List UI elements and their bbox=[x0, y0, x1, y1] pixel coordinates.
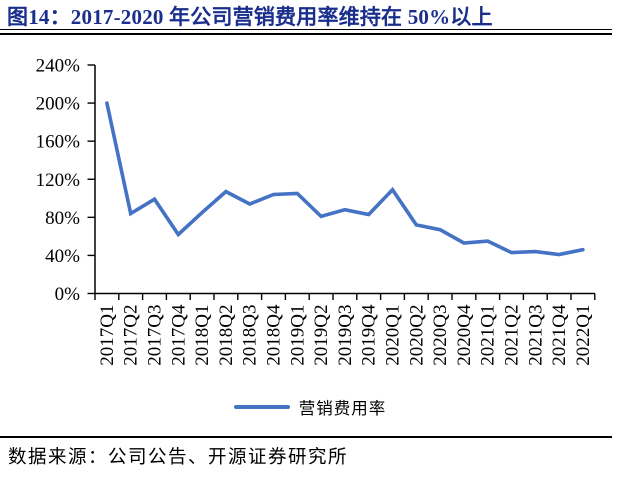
y-axis-label: 120% bbox=[36, 170, 81, 191]
x-axis-label: 2018Q2 bbox=[216, 305, 237, 366]
x-axis-label: 2021Q3 bbox=[525, 305, 546, 366]
y-axis-label: 240% bbox=[36, 56, 81, 77]
x-axis-label: 2019Q3 bbox=[335, 305, 356, 366]
chart-legend: 营销费用率 bbox=[0, 394, 620, 420]
legend-line-swatch bbox=[233, 405, 290, 409]
x-axis-label: 2018Q4 bbox=[264, 304, 285, 366]
x-axis-label: 2019Q1 bbox=[287, 305, 308, 366]
y-axis-label: 160% bbox=[36, 132, 81, 153]
x-axis-label: 2020Q1 bbox=[383, 305, 404, 366]
y-axis-label: 0% bbox=[55, 284, 81, 305]
marketing-expense-ratio-line-chart: 0%40%80%120%160%200%240%2017Q1 2017Q2 2017… bbox=[36, 56, 596, 366]
axis-lines bbox=[94, 65, 595, 295]
series-line bbox=[105, 101, 585, 257]
data-source-text: 数据来源：公司公告、开源证券研究所 bbox=[8, 448, 349, 468]
x-axis-label: 2018Q3 bbox=[240, 305, 261, 366]
x-axis-label: 2021Q1 bbox=[478, 305, 499, 366]
y-axis-label: 40% bbox=[45, 246, 80, 267]
x-axis-label: 2019Q4 bbox=[359, 304, 380, 366]
x-axis-label: 2017Q2 bbox=[121, 305, 142, 366]
x-axis-label: 2021Q2 bbox=[502, 305, 523, 366]
x-axis-label: 2017Q4 bbox=[168, 304, 189, 366]
x-axis-label: 2017Q3 bbox=[145, 305, 166, 366]
x-axis-label: 2022Q1 bbox=[573, 305, 594, 366]
x-axis-label: 2019Q2 bbox=[311, 305, 332, 366]
x-axis-label: 2017Q1 bbox=[97, 305, 118, 366]
x-axis-label: 2018Q1 bbox=[192, 305, 213, 366]
x-axis-label: 2021Q4 bbox=[549, 304, 570, 366]
footer-rule bbox=[0, 436, 612, 438]
y-axis-label: 80% bbox=[45, 208, 80, 229]
x-axis-label: 2020Q4 bbox=[454, 304, 475, 366]
y-axis-label: 200% bbox=[36, 94, 81, 115]
title-underline bbox=[0, 29, 612, 35]
figure-title: 图14：2017-2020 年公司营销费用率维持在 50%以上 bbox=[7, 5, 493, 29]
x-axis-label: 2020Q2 bbox=[406, 305, 427, 366]
x-axis-label: 2020Q3 bbox=[430, 305, 451, 366]
legend-label: 营销费用率 bbox=[298, 399, 387, 418]
